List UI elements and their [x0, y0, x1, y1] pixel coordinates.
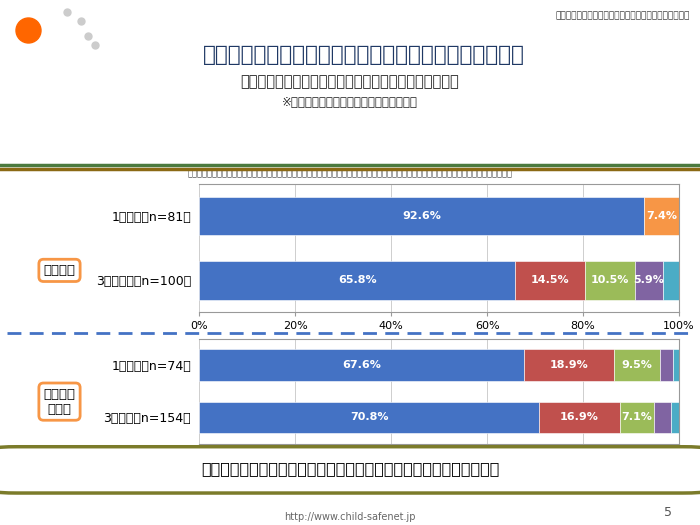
- Bar: [539, 402, 620, 433]
- Text: スマートフォンの利用経験が長い保護者はパソコンの利用頻度が低い: スマートフォンの利用経験が長い保護者はパソコンの利用頻度が低い: [201, 461, 499, 476]
- Bar: [635, 261, 663, 299]
- Text: 1日1回くらい: 1日1回くらい: [296, 448, 335, 458]
- Text: 67.6%: 67.6%: [342, 360, 381, 370]
- Text: 月に数回: 月に数回: [454, 448, 476, 458]
- Bar: [663, 261, 679, 299]
- Text: 70.8%: 70.8%: [350, 412, 389, 423]
- Bar: [643, 197, 679, 235]
- Text: 子どもたちのインターネット利用について考える研究会: 子どもたちのインターネット利用について考える研究会: [555, 12, 690, 20]
- Text: 5.9%: 5.9%: [634, 275, 664, 285]
- Text: オンラインコミュニケーションに使う機器と利用の頻度: オンラインコミュニケーションに使う機器と利用の頻度: [203, 45, 525, 65]
- Bar: [515, 261, 584, 299]
- Text: 1日に複数回: 1日に複数回: [215, 448, 248, 458]
- Text: 92.6%: 92.6%: [402, 211, 441, 221]
- Bar: [199, 197, 643, 235]
- Bar: [673, 349, 679, 381]
- Text: 14.5%: 14.5%: [531, 275, 569, 285]
- Text: それ以下: それ以下: [598, 448, 620, 458]
- Bar: [363, 447, 375, 461]
- Bar: [511, 447, 523, 461]
- Bar: [199, 261, 515, 299]
- Bar: [199, 349, 524, 381]
- Text: 9.5%: 9.5%: [622, 360, 652, 370]
- Bar: [583, 447, 595, 461]
- Bar: [620, 402, 654, 433]
- Text: パソコン: パソコン: [43, 264, 76, 277]
- Bar: [440, 447, 452, 461]
- Text: 18.9%: 18.9%: [550, 360, 588, 370]
- Text: 年に数回: 年に数回: [526, 448, 548, 458]
- Bar: [199, 447, 211, 461]
- Bar: [524, 349, 615, 381]
- Text: 週に数回: 週に数回: [378, 448, 400, 458]
- Text: 5: 5: [664, 506, 672, 519]
- Text: 16.9%: 16.9%: [560, 412, 599, 423]
- Bar: [584, 261, 635, 299]
- Bar: [615, 349, 660, 381]
- Text: スマート
フォン: スマート フォン: [43, 387, 76, 416]
- Text: 65.8%: 65.8%: [338, 275, 377, 285]
- Bar: [199, 402, 539, 433]
- Bar: [654, 402, 671, 433]
- Text: あなたが現在、オンラインコミュニケーションをする際に利用している機器と利用頻度について当てはまるものをお答えください。（単一回答）: あなたが現在、オンラインコミュニケーションをする際に利用している機器と利用頻度に…: [188, 170, 512, 179]
- FancyBboxPatch shape: [0, 447, 700, 493]
- Text: ※「利用していない」回答を除いて再集計: ※「利用していない」回答を除いて再集計: [282, 96, 418, 109]
- Text: 7.1%: 7.1%: [622, 412, 652, 423]
- Bar: [671, 402, 679, 433]
- Text: 7.4%: 7.4%: [646, 211, 677, 221]
- Text: （保護者）　（スマートフォン利用経験年数による差）: （保護者） （スマートフォン利用経験年数による差）: [241, 74, 459, 89]
- Text: http://www.child-safenet.jp: http://www.child-safenet.jp: [284, 512, 416, 522]
- Bar: [660, 349, 673, 381]
- Text: 10.5%: 10.5%: [591, 275, 629, 285]
- Bar: [281, 447, 293, 461]
